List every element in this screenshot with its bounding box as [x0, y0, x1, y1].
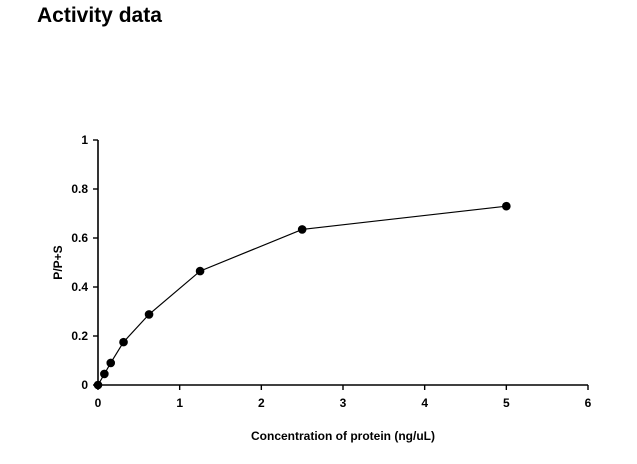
- x-tick-label: 4: [421, 396, 428, 410]
- data-point: [195, 266, 205, 276]
- chart-ticks: 0 0.2 0.4 0.6 0.8 1 0 1 2 3 4 5 6: [71, 133, 591, 410]
- y-tick-label: 0.6: [71, 231, 88, 245]
- x-tick-label: 5: [503, 396, 510, 410]
- y-tick-label: 1: [81, 133, 88, 147]
- chart-axes: [97, 140, 588, 386]
- data-point: [502, 201, 511, 211]
- x-tick-label: 2: [258, 396, 265, 410]
- y-tick-label: 0.8: [71, 182, 88, 196]
- chart-series: [93, 201, 511, 390]
- x-tick-label: 1: [176, 396, 183, 410]
- data-point: [106, 358, 116, 368]
- y-tick-label: 0.2: [71, 329, 88, 343]
- x-tick-label: 3: [340, 396, 347, 410]
- y-tick-label: 0: [81, 378, 88, 392]
- x-axis-label: Concentration of protein (ng/uL): [251, 429, 435, 443]
- data-point: [119, 337, 128, 347]
- page-title: Activity data: [37, 4, 162, 27]
- x-tick-label: 0: [95, 396, 102, 410]
- data-point: [144, 310, 154, 319]
- x-tick-label: 6: [585, 396, 592, 410]
- y-tick-label: 0.4: [71, 280, 88, 294]
- data-point: [297, 225, 307, 234]
- data-point: [93, 380, 103, 390]
- data-point: [100, 369, 109, 379]
- y-axis-label: P/P+S: [51, 245, 65, 279]
